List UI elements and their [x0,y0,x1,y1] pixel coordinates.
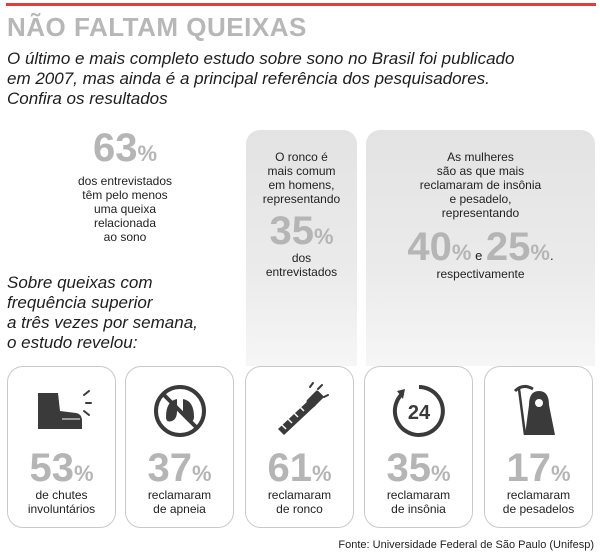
card-nightmares-value: 17% [506,446,571,490]
panel-men-snoring: O ronco é mais comum em homens, represen… [246,130,357,366]
source-note: Fonte: Universidade Federal de São Paulo… [338,539,594,551]
card-apnea-label: reclamaram de apneia [147,488,212,516]
svg-text:24: 24 [408,402,431,424]
panel-women-values: 40% e 25%. [407,225,554,269]
card-nightmares: 17% reclamaram de pesadelos [484,366,593,528]
card-kicks-value: 53% [29,446,94,490]
panel-men-after: dos entrevistados [265,251,338,279]
stat-main-text: dos entrevistados têm pelo menos uma que… [77,174,173,244]
stat-main: 63% dos entrevistados têm pelo menos uma… [40,128,210,244]
panel-women-after: respectivamente [436,267,525,281]
card-apnea-value: 37% [147,446,212,490]
card-apnea: 37% reclamaram de apneia [125,366,234,528]
grim-reaper-icon [513,384,555,436]
panel-women-text: As mulheres são as que mais reclamaram d… [419,150,542,220]
panel-women: As mulheres são as que mais reclamaram d… [366,130,595,366]
stat-main-value: 63% [92,126,158,170]
card-insomnia-value: 35% [386,446,451,490]
panel-men-value: 35% [269,209,334,253]
24-hours-clock-icon: 24 [392,385,445,437]
kicking-leg-icon [38,390,92,429]
page-title: NÃO FALTAM QUEIXAS [7,12,307,42]
card-insomnia-label: reclamaram de insônia [386,488,451,516]
card-snoring-label: reclamaram de ronco [267,488,332,516]
no-breathing-lungs-icon [154,385,206,437]
card-snoring-value: 61% [267,446,332,490]
card-kicks-label: de chutes involuntários [27,488,96,516]
card-nightmares-label: reclamaram de pesadelos [502,488,575,516]
snoring-saw-icon [278,382,329,435]
intro-text: O último e mais completo estudo sobre so… [7,49,515,108]
card-snoring: 61% reclamaram de ronco [245,366,354,528]
panel-men-text: O ronco é mais comum em homens, represen… [262,150,341,206]
card-insomnia: 24 35% reclamaram de insônia [364,366,473,528]
frequency-text: Sobre queixas com frequência superior a … [7,273,198,352]
card-kicks: 53% de chutes involuntários [7,366,116,528]
top-accent-line [6,3,596,6]
